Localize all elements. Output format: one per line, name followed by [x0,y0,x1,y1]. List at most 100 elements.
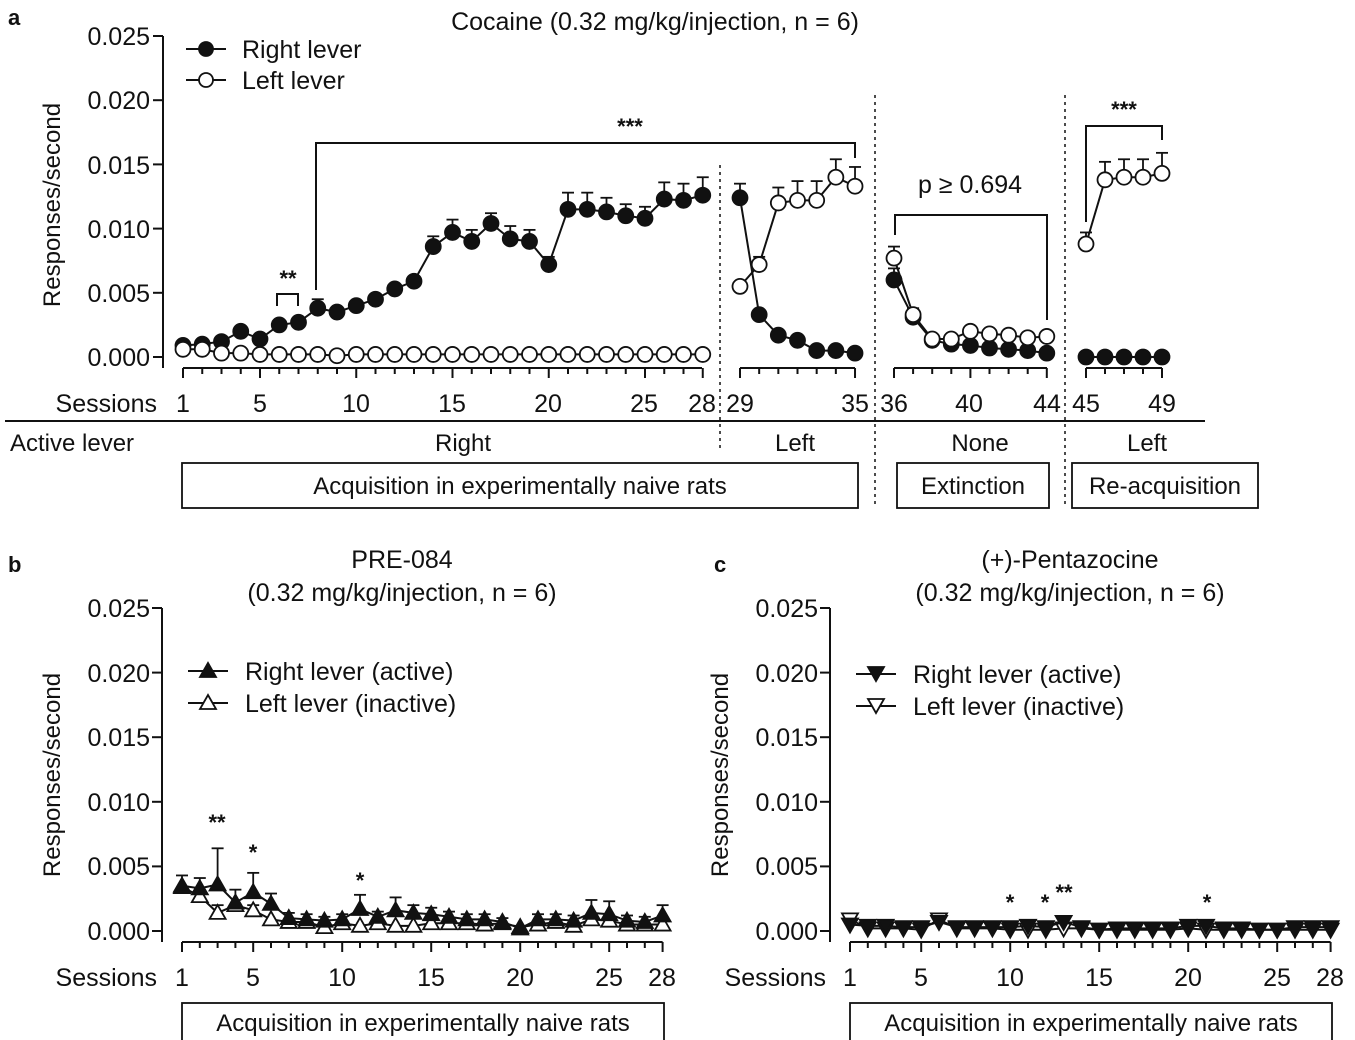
left-lever-data-point [1115,168,1133,186]
panel-b-left-lever-data-point [243,900,263,918]
panel-c-right-lever-data-point [1107,921,1127,939]
left-lever-data-point [904,306,922,324]
right-lever-data-point [636,209,654,227]
legend-right-lever: Right lever [242,36,362,64]
left-lever-data-point [386,346,404,363]
panel-a-xtick-label: 35 [841,390,869,418]
panel-a-axes [153,35,1163,378]
panel-c-xtick-label: 1 [843,964,857,992]
left-lever-data-point [578,346,596,363]
panel-a-xtick-label: 45 [1072,390,1100,418]
panel-b-ylabel: Responses/second [39,673,66,877]
panel-b-y-axis: 0.025 0.020 0.015 0.010 0.005 0.000 [87,595,150,946]
left-lever-data-point [923,330,941,348]
panel-c-right-lever-data-point [982,920,1002,937]
left-lever-data-point [808,191,826,209]
panel-c-title: (+)-Pentazocine [981,546,1158,574]
panel-c-right-lever-data-point [965,920,985,937]
panel-b-right-lever-data-point [297,909,317,927]
panel-b-left-lever-data-point [653,914,673,932]
panel-a-ytick-label: 0.020 [87,87,150,115]
left-lever-data-point [962,322,979,340]
right-lever-data-point [251,330,269,348]
panel-b-ytick-label: 0.020 [87,660,150,688]
left-lever-data-point [367,346,384,363]
panel-c-letter: c [714,552,726,577]
active-lever-none: None [951,430,1008,457]
panel-c-right-lever-data-point [858,918,878,936]
sig-bracket [276,293,299,306]
left-lever-data-point [232,344,250,362]
left-lever-data-point [328,347,346,365]
sig-label: ** [279,266,297,291]
panel-b-acquisition-box [181,1002,665,1040]
left-lever-data-point [1000,326,1017,344]
panel-c-acquisition-box [849,1002,1333,1040]
sig-label: *** [617,114,643,139]
panel-b-right-lever-data-point [635,912,655,929]
panel-b-ytick-label: 0.015 [87,724,150,752]
stat-label: p ≥ 0.694 [918,171,1022,199]
legend-right-lever-active: Right lever (active) [913,661,1121,689]
panel-c-right-lever-data-point [929,915,949,932]
right-lever-series-line [182,194,704,347]
panel-b-right-lever-data-point [564,910,584,928]
left-lever-data-point [174,340,192,358]
right-lever-data-point [789,331,806,349]
panel-b-subtitle: (0.32 mg/kg/injection, n = 6) [247,579,556,607]
legend-marker-left-lever-inactive [198,693,218,710]
sig-label: * [1203,890,1212,915]
left-lever-data-point [789,191,806,209]
panel-b-right-lever-data-point [581,903,601,920]
panel-a-ytick-label: 0.000 [87,344,150,372]
panel-b-title: PRE-084 [351,546,453,574]
active-lever-row-label: Active lever [10,430,134,457]
panel-a-letter: a [8,5,21,30]
panel-b-ytick-label: 0.025 [87,595,150,623]
right-lever-data-point [501,230,519,248]
panel-a: a Cocaine (0.32 mg/kg/injection, n = 6) … [5,5,1259,509]
panel-b-right-lever-data-point [528,909,548,927]
panel-c-x-axis: Sessions 1 5 6 10 15 20 25 28 [725,964,1344,992]
left-lever-data-point [251,346,269,363]
panel-c-right-lever-data-point [1214,921,1234,939]
panel-c-right-lever-data-point [840,917,860,935]
left-lever-data-point [1019,329,1037,347]
panel-b-xlabel: Sessions [56,964,157,992]
panel-b-right-lever-data-point [475,909,495,927]
panel-c-right-lever-data-point [911,920,931,937]
panel-c-ytick-label: 0.005 [755,853,818,881]
panel-b-legend: Right lever (active) Left lever (inactiv… [188,658,456,718]
right-lever-series-line [739,197,856,355]
panel-b-xtick-label: 10 [328,964,356,992]
panel-a-xtick-label: 5 [253,390,267,418]
right-lever-data-point [1038,344,1056,362]
left-lever-data-point [981,325,998,343]
right-lever-data-point [1096,348,1114,366]
panel-a-xtick-label: 49 [1148,390,1176,418]
left-lever-data-point [482,346,500,363]
left-lever-data-point [290,346,307,363]
left-lever-data-point [675,346,692,363]
panel-b-axes [152,607,664,952]
right-lever-data-point [617,207,635,225]
left-lever-data-point [444,346,461,363]
panel-c-right-lever-data-point [1285,920,1305,937]
legend-marker-left-lever-inactive [866,698,886,715]
right-lever-data-point [463,233,481,250]
right-lever-data-point [444,224,461,241]
panel-c-right-lever-data-point [893,920,913,937]
left-lever-data-point [501,346,519,363]
panel-b-xtick-label: 15 [417,964,445,992]
right-lever-data-point [386,280,404,298]
legend-left-lever: Left lever [242,67,345,95]
left-lever-data-point [309,346,327,363]
panel-c-xtick-label: 15 [1085,964,1113,992]
right-lever-data-point [1077,348,1095,366]
active-lever-left-reacq: Left [1127,430,1167,457]
acquisition-box [181,462,859,509]
legend-left-lever-inactive: Left lever (inactive) [245,690,456,718]
panel-a-legend: Right lever Left lever [186,36,362,95]
right-lever-data-point [482,215,500,232]
